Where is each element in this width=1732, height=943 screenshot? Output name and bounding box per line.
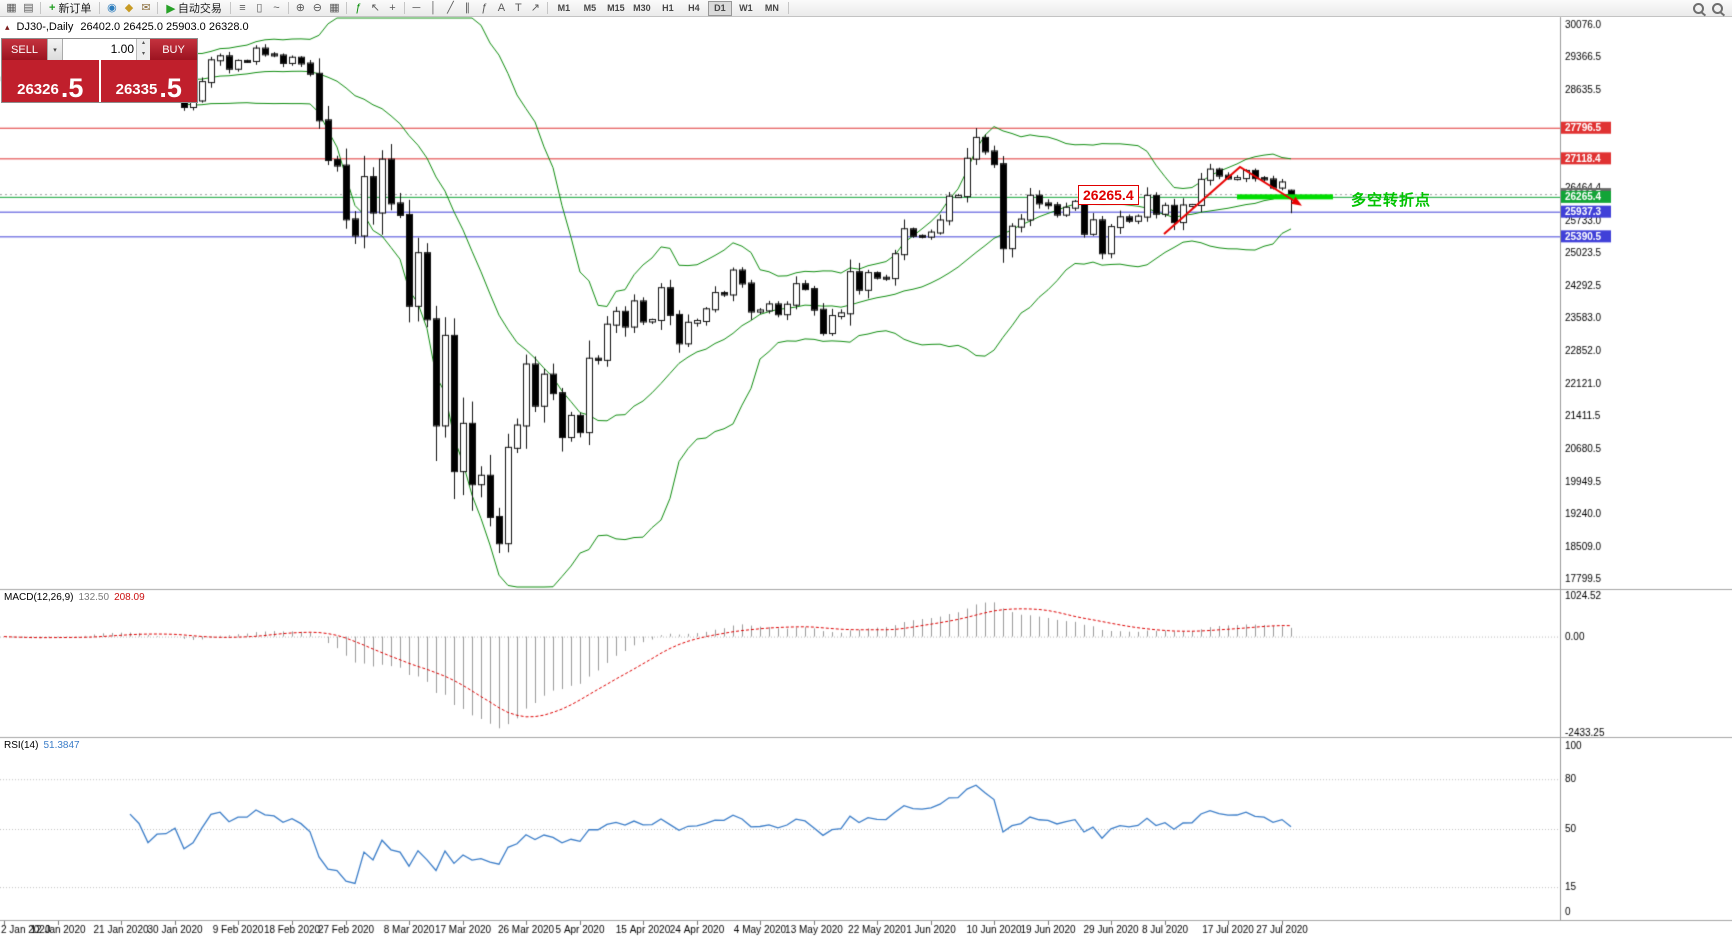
toolbar-separator [287,2,289,14]
symbol-timeframe-label: DJ30-,Daily [16,21,74,33]
macd-indicator-label: MACD(12,26,9) 132.50 208.09 [4,592,145,603]
timeframe-w1-button[interactable]: W1 [739,3,753,13]
turning-point-text: 多空转折点 [1351,192,1432,209]
zoom-in-icon[interactable]: ⊕ [295,1,306,14]
toolbar-separator [157,2,159,14]
magnifier-zoom-out-icon[interactable] [1712,2,1723,14]
toolbar-groups: ▦ ▤ + 新订单 ◉ ◆ ✉ ▶ 自动交易 ≡ ▯ ~ ⊕ ⊖ ▦ ƒ ↖ + ─ │ ╱ ∥ ƒ A T ↗ M1 M5 M15 M3… [3,0,792,16]
crosshair-icon[interactable]: + [389,1,396,14]
lot-decrease-button[interactable]: ▾ [137,49,150,60]
lot-size-value[interactable]: 1.00 [110,42,134,56]
rsi-indicator-label: RSI(14) 51.3847 [4,740,80,751]
toolbar-separator [229,2,231,14]
lot-dropdown-button[interactable]: ▾ [47,39,63,60]
macd-name: MACD(12,26,9) [4,592,74,603]
new-chart-icon[interactable]: ▦ [6,1,17,14]
chart-profiles-icon[interactable]: ▤ [23,1,34,14]
one-click-trading-panel: SELL ▾ 1.00 ▴ ▾ BUY 26326 .5 26335 .5 [1,38,198,103]
toolbar-separator [403,2,405,14]
toolbar: ▦ ▤ + 新订单 ◉ ◆ ✉ ▶ 自动交易 ≡ ▯ ~ ⊕ ⊖ ▦ ƒ ↖ + ─ │ ╱ ∥ ƒ A T ↗ M1 M5 M15 M3… [0,0,1732,17]
arrow-tool-icon[interactable]: ↗ [530,1,541,14]
indicators-icon[interactable]: ƒ [355,1,362,14]
rsi-value: 51.3847 [43,740,80,751]
zoom-out-icon[interactable]: ⊖ [312,1,323,14]
fibonacci-tool-icon[interactable]: ƒ [481,1,488,14]
timeframe-m1-button[interactable]: M1 [557,3,571,13]
bar-chart-icon[interactable]: ≡ [239,1,246,14]
lot-size-field[interactable]: 1.00 ▴ ▾ [63,39,150,60]
buy-price-main: 26335 [115,81,158,98]
symbol-marker-icon: ▴ [5,21,10,32]
buy-price-frac: .5 [159,73,182,103]
trade-controls-row: SELL ▾ 1.00 ▴ ▾ BUY [2,39,197,60]
new-order-button[interactable]: + 新订单 [44,1,96,16]
trade-prices-row: 26326 .5 26335 .5 [2,60,197,102]
mql5-community-icon[interactable]: ◉ [107,1,117,14]
buy-price-button[interactable]: 26335 .5 [100,60,197,103]
timeframe-h4-button[interactable]: H4 [688,3,700,13]
market-icon[interactable]: ◆ [124,1,134,14]
magnifier-zoom-in-icon[interactable] [1693,2,1704,14]
tile-windows-icon[interactable]: ▦ [329,1,340,14]
toolbar-separator [40,2,41,14]
label-tool-icon[interactable]: T [515,1,522,14]
price-callout-label: 26265.4 [1078,185,1139,205]
sell-price-main: 26326 [17,81,59,98]
hline-tool-icon[interactable]: ─ [412,1,421,14]
autotrading-button-label: 自动交易 [177,3,222,15]
new-order-button-icon: + [49,2,56,14]
timeframe-m5-button[interactable]: M5 [583,3,597,13]
timeframe-mn-button[interactable]: MN [764,3,779,13]
autotrading-button-icon: ▶ [166,2,175,15]
toolbar-right [1693,2,1729,14]
candlestick-chart-icon[interactable]: ▯ [256,1,263,14]
sell-price-frac: .5 [60,73,84,103]
toolbar-separator [345,2,347,14]
autotrading-button[interactable]: ▶ 自动交易 [161,1,226,16]
chart-title: ▴ DJ30-,Daily 26402.0 26425.0 25903.0 26… [5,21,249,33]
timeframe-m30-button[interactable]: M30 [633,3,651,13]
buy-button[interactable]: BUY [150,39,197,60]
toolbar-separator [787,2,789,14]
timeframe-m15-button[interactable]: M15 [607,3,625,13]
lot-spinner: ▴ ▾ [136,39,150,60]
sell-button[interactable]: SELL [2,39,47,60]
macd-main-value: 132.50 [78,592,110,603]
timeframe-h1-button[interactable]: H1 [662,3,674,13]
vline-tool-icon[interactable]: │ [429,1,437,14]
lot-increase-button[interactable]: ▴ [137,39,150,50]
toolbar-separator [546,2,548,14]
trendline-tool-icon[interactable]: ╱ [447,1,454,14]
ohlc-values: 26402.0 26425.0 25903.0 26328.0 [80,21,249,33]
toolbar-separator [99,2,101,14]
alerts-icon[interactable]: ✉ [141,1,151,14]
channel-tool-icon[interactable]: ∥ [464,1,471,14]
new-order-button-label: 新订单 [58,3,92,15]
line-chart-icon[interactable]: ~ [273,1,280,14]
sell-price-button[interactable]: 26326 .5 [2,60,99,102]
rsi-name: RSI(14) [4,740,39,751]
macd-signal-value: 208.09 [114,592,145,603]
timeframe-d1-button[interactable]: D1 [707,0,732,16]
cursor-icon[interactable]: ↖ [370,1,381,14]
text-tool-icon[interactable]: A [497,1,506,14]
